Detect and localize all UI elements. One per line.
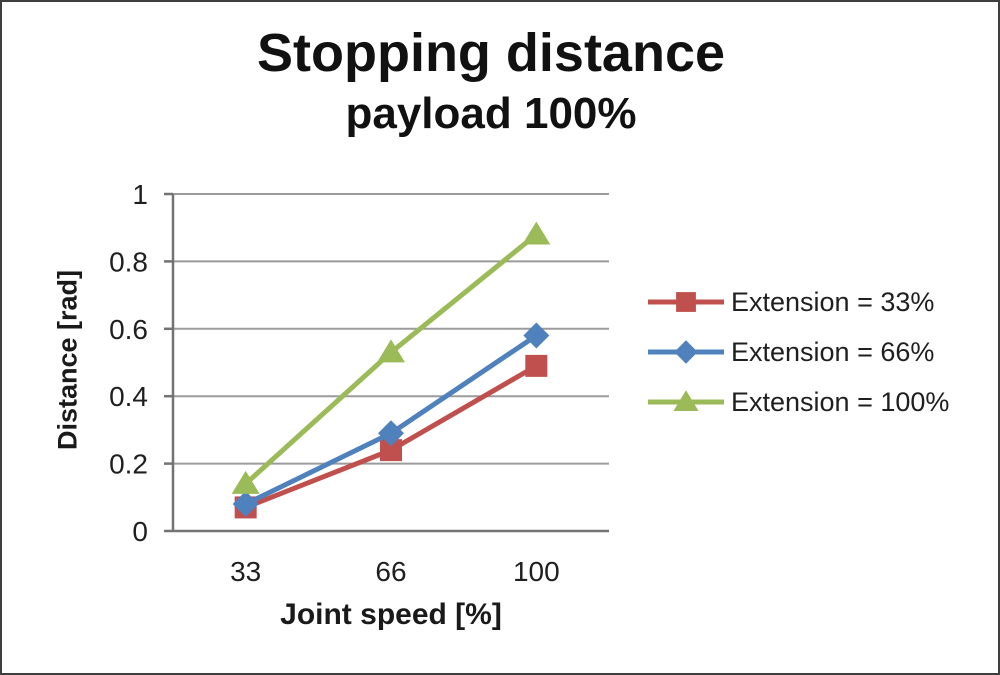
data-point-triangle bbox=[377, 339, 405, 363]
legend-marker bbox=[674, 340, 698, 364]
data-point-diamond bbox=[378, 420, 404, 447]
legend-item-extension-100: Extension = 100% bbox=[646, 377, 949, 427]
y-tick-label: 0.8 bbox=[109, 246, 148, 277]
legend-label: Extension = 66% bbox=[731, 336, 935, 367]
data-point-square bbox=[525, 354, 548, 377]
y-tick-label: 0.2 bbox=[109, 449, 148, 480]
x-tick-label: 100 bbox=[513, 556, 560, 587]
y-tick-label: 1 bbox=[132, 179, 148, 210]
y-tick-label: 0.6 bbox=[109, 314, 148, 345]
legend-item-extension-66: Extension = 66% bbox=[646, 327, 949, 377]
legend-marker bbox=[676, 292, 696, 312]
chart-title: Stopping distance bbox=[256, 23, 726, 83]
legend-item-extension-33: Extension = 33% bbox=[646, 277, 949, 327]
data-point-diamond bbox=[232, 491, 259, 518]
data-point-triangle bbox=[231, 470, 260, 494]
data-point-square bbox=[380, 439, 402, 462]
x-tick-label: 33 bbox=[230, 556, 261, 587]
chart-subtitle: payload 100% bbox=[345, 89, 637, 138]
x-tick-label: 66 bbox=[375, 556, 406, 587]
y-axis-title: Distance [rad] bbox=[52, 269, 83, 451]
legend-marker-triangle-icon bbox=[648, 390, 724, 411]
data-point-diamond bbox=[523, 322, 550, 349]
legend-marker-diamond-icon bbox=[648, 340, 724, 364]
legend-label: Extension = 33% bbox=[731, 286, 935, 317]
y-tick-label: 0.4 bbox=[109, 381, 148, 412]
y-tick-label: 0 bbox=[132, 516, 148, 547]
data-point-triangle bbox=[522, 221, 551, 245]
legend-label: Extension = 100% bbox=[731, 386, 950, 417]
x-axis-title: Joint speed [%] bbox=[280, 598, 502, 631]
legend-marker-square-icon bbox=[648, 292, 724, 312]
legend: Extension = 33% Extension = 66% Extensio… bbox=[646, 277, 949, 427]
legend-marker bbox=[673, 390, 699, 411]
